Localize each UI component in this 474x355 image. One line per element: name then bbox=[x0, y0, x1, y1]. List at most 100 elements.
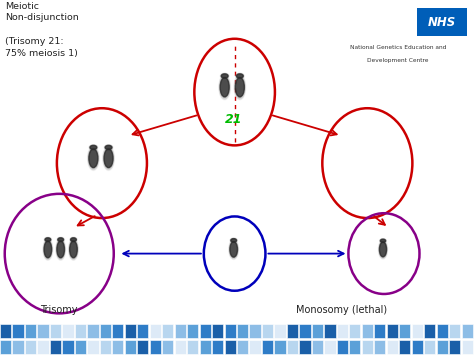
Ellipse shape bbox=[379, 241, 387, 258]
Ellipse shape bbox=[88, 148, 99, 169]
Bar bbox=[411, 340, 423, 354]
Bar bbox=[112, 324, 124, 338]
Ellipse shape bbox=[219, 76, 230, 99]
Ellipse shape bbox=[103, 146, 114, 170]
Bar bbox=[87, 324, 99, 338]
Bar bbox=[262, 324, 273, 338]
Ellipse shape bbox=[105, 145, 112, 150]
Ellipse shape bbox=[105, 145, 112, 150]
Ellipse shape bbox=[237, 74, 243, 78]
Bar bbox=[50, 340, 61, 354]
Ellipse shape bbox=[379, 240, 387, 258]
Text: National Genetics Education and: National Genetics Education and bbox=[350, 45, 446, 50]
Ellipse shape bbox=[44, 240, 52, 258]
Ellipse shape bbox=[104, 149, 113, 168]
Text: NHS: NHS bbox=[428, 16, 456, 29]
Bar bbox=[162, 324, 173, 338]
Text: Meiotic
Non-disjunction

(Trisomy 21:
75% meiosis 1): Meiotic Non-disjunction (Trisomy 21: 75%… bbox=[5, 2, 79, 58]
Ellipse shape bbox=[230, 242, 237, 257]
Bar bbox=[349, 324, 361, 338]
Ellipse shape bbox=[380, 239, 386, 242]
Bar bbox=[125, 324, 136, 338]
Ellipse shape bbox=[229, 240, 238, 259]
Ellipse shape bbox=[88, 146, 99, 170]
Bar bbox=[200, 340, 211, 354]
Ellipse shape bbox=[221, 74, 228, 78]
Bar bbox=[187, 340, 198, 354]
Ellipse shape bbox=[231, 239, 237, 242]
Bar bbox=[424, 324, 435, 338]
Ellipse shape bbox=[236, 74, 244, 78]
Ellipse shape bbox=[71, 238, 76, 241]
Bar bbox=[75, 340, 86, 354]
Bar bbox=[12, 324, 24, 338]
Ellipse shape bbox=[236, 73, 244, 78]
Ellipse shape bbox=[103, 147, 114, 170]
Bar bbox=[137, 324, 148, 338]
Ellipse shape bbox=[45, 237, 51, 242]
Ellipse shape bbox=[235, 77, 245, 97]
Ellipse shape bbox=[69, 239, 78, 260]
Ellipse shape bbox=[234, 75, 246, 99]
Bar bbox=[125, 340, 136, 354]
Bar bbox=[112, 340, 124, 354]
Ellipse shape bbox=[380, 239, 386, 242]
Bar bbox=[449, 324, 460, 338]
Ellipse shape bbox=[236, 73, 244, 79]
Ellipse shape bbox=[57, 241, 64, 258]
Text: Development Centre: Development Centre bbox=[367, 58, 428, 63]
Bar bbox=[100, 340, 111, 354]
Ellipse shape bbox=[57, 240, 64, 258]
Bar bbox=[362, 340, 373, 354]
Text: Trisomy: Trisomy bbox=[40, 305, 78, 315]
Ellipse shape bbox=[57, 237, 64, 242]
Ellipse shape bbox=[235, 76, 245, 99]
Ellipse shape bbox=[45, 238, 51, 241]
Ellipse shape bbox=[69, 240, 78, 259]
Ellipse shape bbox=[380, 239, 386, 242]
Ellipse shape bbox=[230, 239, 237, 242]
Ellipse shape bbox=[45, 237, 51, 242]
Bar bbox=[274, 340, 286, 354]
Ellipse shape bbox=[69, 240, 78, 259]
Ellipse shape bbox=[104, 148, 113, 168]
Ellipse shape bbox=[44, 240, 52, 259]
Bar bbox=[212, 340, 223, 354]
Ellipse shape bbox=[43, 239, 53, 260]
Bar bbox=[150, 324, 161, 338]
Ellipse shape bbox=[58, 238, 64, 241]
Ellipse shape bbox=[234, 75, 246, 100]
Ellipse shape bbox=[57, 237, 64, 242]
Ellipse shape bbox=[88, 147, 99, 169]
Ellipse shape bbox=[230, 238, 237, 242]
Bar bbox=[174, 340, 186, 354]
Text: 21: 21 bbox=[225, 113, 242, 126]
Bar bbox=[337, 340, 348, 354]
Ellipse shape bbox=[43, 239, 53, 260]
Bar bbox=[249, 340, 261, 354]
Bar bbox=[75, 324, 86, 338]
Ellipse shape bbox=[89, 149, 98, 168]
Ellipse shape bbox=[70, 237, 77, 242]
Ellipse shape bbox=[229, 241, 238, 258]
Ellipse shape bbox=[104, 145, 113, 150]
Ellipse shape bbox=[380, 239, 386, 243]
Bar bbox=[300, 324, 310, 338]
Ellipse shape bbox=[56, 239, 65, 260]
Ellipse shape bbox=[230, 238, 237, 242]
Bar bbox=[462, 324, 473, 338]
Ellipse shape bbox=[236, 73, 244, 78]
Ellipse shape bbox=[229, 239, 238, 260]
Bar bbox=[0, 324, 11, 338]
Bar bbox=[249, 324, 261, 338]
Ellipse shape bbox=[220, 73, 229, 79]
Ellipse shape bbox=[104, 145, 113, 150]
Ellipse shape bbox=[70, 241, 77, 258]
Ellipse shape bbox=[236, 73, 244, 78]
Bar bbox=[50, 324, 61, 338]
Bar bbox=[312, 340, 323, 354]
Ellipse shape bbox=[89, 145, 98, 150]
Bar bbox=[374, 340, 385, 354]
Bar bbox=[274, 324, 286, 338]
Ellipse shape bbox=[103, 148, 114, 169]
